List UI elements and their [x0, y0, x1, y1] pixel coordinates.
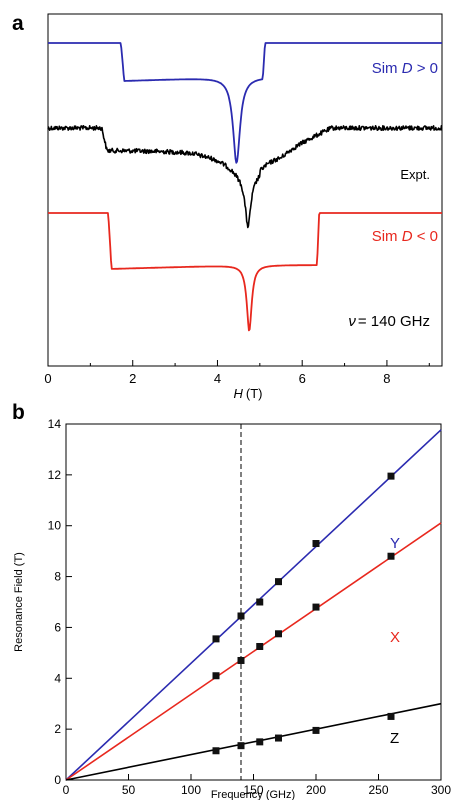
panel-b-plot-area [65, 424, 442, 781]
panel-b-x-tick-label: 200 [306, 783, 326, 797]
panel-a-x-axis-title: H (T) [234, 386, 263, 401]
panel-b-point-z [237, 742, 245, 750]
panel-b-y-tick-label: 6 [54, 620, 61, 634]
panel-b-x-tick-label: 300 [431, 783, 451, 797]
panel-b-point-x [275, 630, 282, 638]
panel-a-trace-sim-d-pos [47, 42, 443, 164]
panel-b-fit-line-y [65, 429, 442, 781]
panel-b-y-tick-label: 14 [48, 417, 62, 431]
panel-a-x-tick-label: 6 [299, 371, 306, 386]
panel-b-point-x [212, 672, 220, 680]
panel-b-point-z [387, 712, 395, 720]
panel-b-ticks: 0 50 100 150 200 250 300 0 2 4 6 8 10 12 14 [48, 417, 452, 797]
panel-b-series-label-x: X [390, 629, 400, 646]
panel-a-x-tick-label: 8 [383, 371, 390, 386]
panel-b-point-x [312, 603, 320, 611]
panel-b-y-tick-label: 4 [54, 671, 61, 685]
panel-a-frame [47, 13, 443, 367]
panel-a-x-tick-label: 4 [214, 371, 221, 386]
panel-a-frequency-annotation: ν = 140 GHz [348, 313, 430, 330]
panel-b-y-tick-label: 2 [54, 722, 61, 736]
panel-b-label: b [12, 401, 25, 424]
panel-b-point-z [275, 734, 282, 742]
panel-b-point-y [237, 612, 245, 620]
panel-b-series-label-y: Y [390, 535, 400, 552]
panel-b-point-y [275, 578, 282, 586]
panel-b-y-axis-title: Resonance Field (T) [13, 552, 25, 652]
panel-b-fit-line-x [65, 522, 442, 781]
panel-a-label: a [12, 12, 24, 35]
panel-b-point-y [212, 635, 220, 643]
panel-b-y-tick-label: 12 [48, 468, 62, 482]
panel-b-x-tick-label: 100 [181, 783, 201, 797]
panel-b-point-y [256, 598, 264, 606]
panel-a-series-label-sim-d-neg: Sim D < 0 [372, 228, 438, 245]
panel-b-point-y [312, 540, 320, 548]
panel-a-trace-sim-d-neg [47, 212, 443, 332]
panel-a-series-label-sim-d-pos: Sim D > 0 [372, 60, 438, 77]
panel-b-y-tick-label: 0 [54, 773, 61, 787]
panel-b-y-tick-label: 10 [48, 519, 62, 533]
panel-b-x-tick-label: 250 [368, 783, 388, 797]
panel-b-point-x [387, 552, 395, 560]
panel-b-point-z [312, 726, 320, 734]
panel-b-point-x [237, 656, 245, 664]
panel-b-fit-line-z [65, 702, 442, 781]
panel-b-point-x [256, 643, 264, 650]
panel-b-x-tick-label: 50 [122, 783, 136, 797]
panel-b: b 0 50 100 150 200 250 300 0 2 4 6 8 10 12 14 Y X Z Fr… [12, 401, 451, 800]
panel-a-series-label-expt: Expt. [400, 167, 430, 182]
panel-a-trace-expt [47, 125, 443, 229]
panel-b-y-tick-label: 8 [54, 570, 61, 584]
panel-a-x-tick-label: 0 [44, 371, 51, 386]
panel-b-point-y [387, 472, 395, 480]
panel-b-x-axis-title: Frequency (GHz) [211, 789, 295, 800]
panel-a-traces [47, 42, 443, 332]
panel-b-x-tick-label: 0 [63, 783, 70, 797]
panel-a-x-ticks: 0 2 4 6 8 [44, 360, 430, 386]
panel-a: a 0 2 4 6 8 Sim D > 0 Expt. Sim D < 0 ν = 140… [12, 12, 443, 401]
panel-a-x-tick-label: 2 [129, 371, 136, 386]
panel-b-point-z [212, 747, 220, 755]
panel-b-point-z [256, 738, 264, 746]
panel-b-series-label-z: Z [390, 730, 399, 747]
panel-b-x-tick-label: 150 [243, 783, 263, 797]
